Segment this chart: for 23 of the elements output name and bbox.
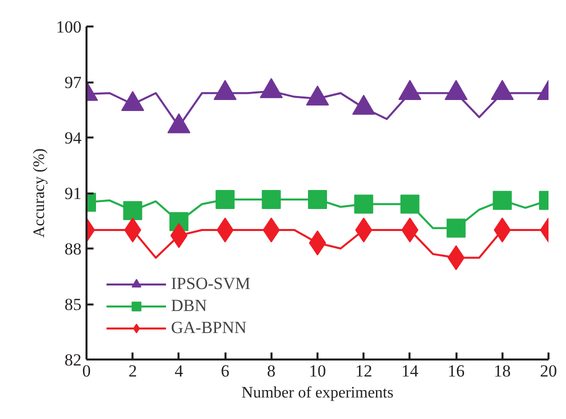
y-tick-label: 100 bbox=[56, 18, 82, 36]
x-tick-label: 0 bbox=[82, 362, 91, 380]
x-tick-label: 2 bbox=[128, 362, 137, 380]
x-tick-label: 12 bbox=[355, 362, 372, 380]
y-axis-title: Accuracy (%) bbox=[31, 148, 48, 238]
y-tick-label: 91 bbox=[64, 184, 82, 203]
x-tick-label: 18 bbox=[494, 362, 511, 380]
legend-label: GA-BPNN bbox=[171, 318, 247, 338]
x-tick-label: 8 bbox=[267, 362, 276, 380]
legend-label: DBN bbox=[171, 296, 207, 316]
x-tick-label: 6 bbox=[220, 362, 230, 380]
x-axis-title: Number of experiments bbox=[242, 384, 394, 402]
x-tick-label: 16 bbox=[448, 362, 465, 380]
x-tick-label: 4 bbox=[174, 362, 184, 380]
y-tick-label: 94 bbox=[64, 128, 82, 148]
legend-label: IPSO-SVM bbox=[171, 274, 250, 294]
x-tick-label: 10 bbox=[309, 362, 326, 380]
y-tick-label: 97 bbox=[64, 73, 82, 92]
x-tick-label: 14 bbox=[401, 362, 419, 380]
y-tick-label: 85 bbox=[64, 295, 82, 314]
y-tick-label: 88 bbox=[64, 240, 82, 258]
y-tick-label: 82 bbox=[64, 350, 82, 370]
x-tick-label: 20 bbox=[540, 362, 557, 380]
